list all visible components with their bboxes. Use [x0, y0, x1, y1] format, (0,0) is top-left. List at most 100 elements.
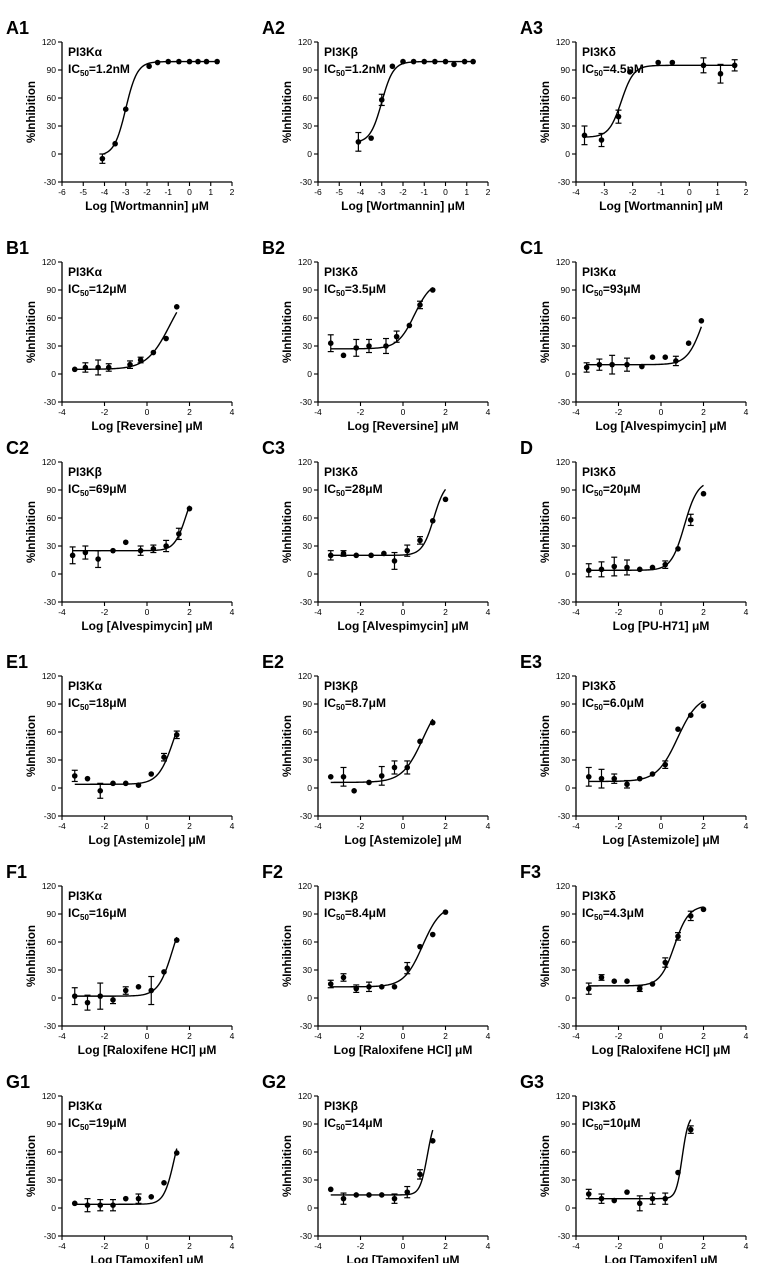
data-point: [421, 58, 428, 65]
data-point: [429, 719, 436, 726]
panel-label: B2: [262, 238, 285, 258]
y-tick-label: -30: [558, 1021, 571, 1031]
chart-panel-b2: -30 0 30 60 90 120 -4 -2 0 2 4 Log [Reversine] μM %I…: [262, 238, 491, 433]
y-tick-label: -30: [558, 1231, 571, 1241]
y-axis-label: %Inhibition: [26, 501, 38, 563]
y-tick-label: 0: [307, 783, 312, 793]
data-point: [383, 343, 389, 349]
isoform-title: PI3Kβ: [324, 1099, 358, 1113]
y-tick-label: 0: [51, 993, 56, 1003]
data-point: [636, 775, 643, 782]
y-axis-label: %Inhibition: [26, 1135, 38, 1197]
y-tick-label: -30: [300, 397, 313, 407]
x-tick-label: 4: [486, 1031, 491, 1041]
x-tick-label: 0: [145, 607, 150, 617]
fit-curve: [330, 488, 447, 557]
data-point: [135, 1195, 142, 1202]
y-axis-label: %Inhibition: [282, 81, 294, 143]
data-point: [150, 546, 157, 552]
data-point: [624, 361, 630, 368]
data-point: [687, 712, 694, 718]
data-point: [105, 364, 112, 371]
x-tick-label: 2: [701, 1031, 706, 1041]
data-point: [391, 984, 398, 990]
panel-label: F1: [6, 862, 27, 882]
y-tick-label: 120: [42, 457, 56, 467]
y-tick-label: 90: [47, 909, 57, 919]
data-point: [627, 69, 633, 75]
x-tick-label: -1: [420, 187, 428, 197]
data-point: [135, 984, 142, 990]
data-point: [95, 556, 101, 562]
data-point: [698, 318, 705, 324]
ic50-annotation: IC50=1.2nM: [324, 62, 386, 78]
y-tick-label: 60: [561, 93, 571, 103]
x-tick-label: 0: [401, 1241, 406, 1251]
data-point: [687, 913, 694, 919]
y-tick-label: 0: [51, 369, 56, 379]
y-tick-label: 0: [565, 993, 570, 1003]
y-tick-label: -30: [300, 1231, 313, 1241]
y-tick-label: 60: [561, 1147, 571, 1157]
data-point: [378, 984, 385, 990]
data-point: [731, 62, 738, 69]
x-tick-label: 0: [401, 407, 406, 417]
chart-panel-c3: -30 0 30 60 90 120 -4 -2 0 2 4 Log [Alvespimycin] μ…: [262, 438, 491, 633]
chart-panel-a1: -30 0 30 60 90 120 -6 -5 -4 -3 -2 -1 0 1 2 Log [Wortman…: [6, 18, 235, 213]
y-axis-label: %Inhibition: [282, 501, 294, 563]
data-point: [611, 775, 618, 782]
data-point: [340, 550, 347, 557]
data-point: [110, 780, 116, 787]
data-point: [97, 1202, 104, 1208]
x-axis-label: Log [Wortmannin] μM: [599, 199, 723, 213]
data-point: [662, 1195, 669, 1202]
x-tick-label: 0: [687, 187, 692, 197]
y-tick-label: 90: [303, 65, 313, 75]
y-tick-label: 120: [298, 881, 312, 891]
x-tick-label: -2: [615, 1241, 623, 1251]
y-tick-label: 90: [303, 1119, 313, 1129]
data-point: [429, 931, 436, 938]
x-tick-label: -4: [357, 187, 365, 197]
x-tick-label: 0: [659, 821, 664, 831]
ic50-annotation: IC50=10μM: [582, 1116, 641, 1132]
x-axis-label: Log [Wortmannin] μM: [85, 199, 209, 213]
data-point: [351, 788, 357, 794]
x-tick-label: -2: [615, 1031, 623, 1041]
data-point: [97, 788, 104, 794]
data-point: [368, 552, 374, 559]
x-tick-label: 4: [486, 1241, 491, 1251]
data-point: [585, 985, 592, 992]
x-tick-label: 2: [443, 1031, 448, 1041]
x-tick-label: -4: [314, 821, 322, 831]
y-tick-label: 60: [561, 727, 571, 737]
data-point: [429, 287, 436, 293]
data-point: [71, 993, 78, 999]
y-tick-label: 60: [303, 313, 313, 323]
data-point: [673, 358, 679, 364]
data-point: [327, 774, 334, 780]
x-tick-label: -6: [314, 187, 322, 197]
ic50-annotation: IC50=18μM: [68, 696, 127, 712]
ic50-annotation: IC50=4.5nM: [582, 62, 644, 78]
data-point: [585, 567, 592, 574]
y-tick-label: 120: [42, 1091, 56, 1101]
data-point: [110, 547, 116, 554]
y-tick-label: 0: [565, 149, 570, 159]
ic50-annotation: IC50=4.3μM: [582, 906, 644, 922]
x-tick-label: -2: [357, 821, 365, 831]
y-tick-label: 120: [556, 671, 570, 681]
y-tick-label: 0: [565, 783, 570, 793]
data-point: [700, 62, 707, 69]
x-tick-label: 0: [401, 821, 406, 831]
chart-panel-c2: -30 0 30 60 90 120 -4 -2 0 2 4 Log [Alvespimycin] μ…: [6, 438, 235, 633]
y-tick-label: 0: [565, 1203, 570, 1213]
y-tick-label: 60: [47, 93, 57, 103]
panel-label: A1: [6, 18, 29, 38]
chart-panel-f2: -30 0 30 60 90 120 -4 -2 0 2 4 Log [Raloxifene HCl]…: [262, 862, 491, 1057]
data-point: [687, 517, 694, 523]
y-tick-label: -30: [558, 597, 571, 607]
x-tick-label: 0: [401, 607, 406, 617]
isoform-title: PI3Kα: [68, 265, 103, 279]
x-axis-label: Log [Astemizole] μM: [344, 833, 461, 847]
